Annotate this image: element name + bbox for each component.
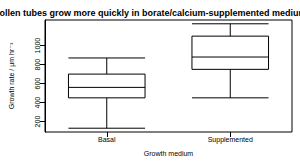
svg-text:Growth medium: Growth medium — [144, 150, 194, 157]
svg-text:1000: 1000 — [34, 38, 41, 54]
svg-text:Supplemented: Supplemented — [208, 136, 253, 144]
svg-text:200: 200 — [34, 116, 41, 128]
svg-text:600: 600 — [34, 78, 41, 90]
svg-text:Growth rate / µm hr⁻¹: Growth rate / µm hr⁻¹ — [8, 42, 16, 109]
svg-text:400: 400 — [34, 97, 41, 109]
svg-text:Pollen tubes grow more quickly: Pollen tubes grow more quickly in borate… — [0, 8, 300, 18]
svg-text:Basal: Basal — [98, 136, 116, 143]
svg-text:800: 800 — [34, 59, 41, 71]
